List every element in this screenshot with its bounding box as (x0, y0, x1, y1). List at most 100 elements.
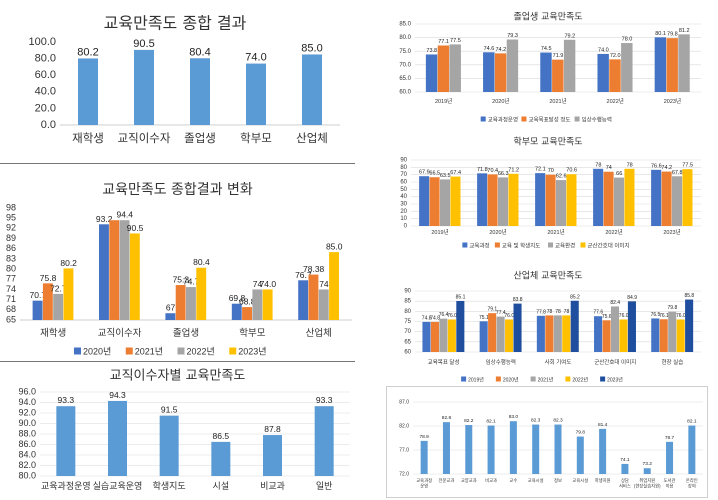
bar-사회-기여도-2023년 (570, 300, 579, 352)
bar-전문교과 (442, 422, 450, 474)
y-tick-label: 65.0 (399, 76, 411, 82)
legend-swatch (461, 376, 467, 382)
data-label: 75.8 (40, 273, 57, 283)
bar-재학생-2021년 (42, 283, 53, 320)
data-label: 74.6 (484, 46, 495, 52)
bar-교직이수자 (134, 49, 154, 126)
data-label: 74 (319, 279, 329, 289)
x-tick-label: 정보 (554, 477, 562, 483)
bar-재학생 (78, 58, 98, 125)
data-label: 76.0 (619, 313, 629, 319)
data-label: 91.5 (161, 405, 178, 415)
bar-학부모-2021년 (242, 307, 252, 320)
y-tick-label: 96.0 (18, 386, 36, 396)
data-label: 68.8 (239, 297, 256, 307)
chart-teacher-trainee: 교직이수자별 교육만족도 96.094.092.090.088.086.084.0… (18, 369, 350, 491)
x-tick-label: 교육시설 (572, 477, 588, 484)
bar-비교과 (263, 435, 282, 476)
bar-2022년-군산간호대-이미지 (624, 168, 635, 226)
bar-정보 (554, 424, 562, 474)
data-label: 63.5 (440, 173, 451, 179)
data-label: 73.2 (643, 461, 653, 467)
data-label: 83.8 (513, 297, 523, 303)
bar-2020년-교육-및-학생지도 (487, 174, 498, 226)
bar-2022년-교육-및-학생지도 (603, 171, 614, 226)
data-label: 74.8 (422, 315, 432, 321)
x-tick-label: 학생지원 (595, 477, 611, 484)
data-label: 82.1 (687, 419, 697, 425)
bar-사회-기여도-2020년 (545, 315, 554, 352)
bar-2021년-교육과정운영 (540, 52, 552, 92)
y-tick-label: 72.0 (399, 471, 409, 477)
bar-산업체-2022년 (318, 289, 329, 320)
y-tick-label: 80.0 (18, 470, 36, 480)
bar-사회-기여도-2022년 (562, 315, 571, 352)
bar-재학생-2023년 (63, 268, 74, 320)
x-tick-label: 2023년 (663, 228, 680, 236)
data-label: 77.4 (496, 310, 506, 316)
data-label: 75.6 (602, 314, 612, 320)
data-label: 76.6 (651, 163, 662, 169)
bar-도서관-이용 (666, 441, 674, 474)
y-tick-label: 87.0 (399, 399, 409, 405)
data-label: 67.8 (672, 170, 683, 176)
legend: 교육과정 교육 및 학생지도 교육환경 군산간호대 이미지 (462, 241, 630, 249)
legend-label: 2022년 (572, 376, 588, 383)
data-label: 83.0 (509, 414, 519, 420)
bar-교육과정운영 (56, 406, 76, 476)
y-tick-label: 94.0 (18, 397, 36, 407)
y-tick-label: 75 (404, 319, 411, 325)
legend-label: 교육과정운영 (488, 115, 518, 123)
y-tick-label: 80 (400, 165, 407, 171)
chart-panel-industry: 산업체 교육만족도 90 85 80 75 70 65 60 74.8 74.8 76.4 76.0 8… (389, 264, 707, 388)
x-tick-label: 2020년 (489, 228, 506, 236)
data-label: 85.8 (684, 293, 694, 299)
bar-2021년-임상수행능력 (563, 39, 576, 92)
legend-swatch (521, 116, 527, 122)
data-label: 76.4 (439, 312, 449, 318)
bar-교직이수자-2022년 (119, 220, 130, 320)
bar-군산간호대-이미지-2020년 (602, 320, 611, 352)
legend-swatch (494, 242, 500, 248)
chart-panel-trend: 교육만족도 종합결과 변화 98 95 92 89 86 83 80 77 74 71 68 65 70.… (0, 166, 355, 362)
bar-2020년-교육목표달성-정도 (494, 53, 507, 92)
chart-title: 학부모 교육만족도 (513, 137, 582, 148)
data-label: 77.5 (682, 163, 693, 169)
bar-교양교과 (465, 425, 473, 474)
data-label: 77.1 (438, 39, 449, 45)
y-tick-label: 65 (6, 314, 16, 324)
bar-현장-실습-2020년 (659, 319, 668, 352)
bar-비교과 (487, 425, 495, 474)
data-label: 74.8 (430, 315, 440, 321)
bar-군산간호대-이미지-2023년 (627, 301, 636, 352)
data-label: 82.2 (464, 418, 474, 424)
data-label: 71.9 (553, 53, 564, 59)
chart-panel-overall: 교육만족도 종합 결과 100.0 80.0 60.0 40.0 20.0 0.0 80.2 재… (0, 0, 350, 160)
chart-panel-teacher: 교직이수자별 교육만족도 96.0 94.0 92.0 90.0 88.0 86.0 84.0… (0, 364, 355, 500)
x-tick-label: 졸업생 (173, 327, 199, 339)
chart-title: 산업체 교육만족도 (513, 271, 582, 282)
bar-상담-서비스 (621, 463, 629, 474)
data-label: 66.3 (498, 171, 509, 177)
data-label: 78 (595, 162, 601, 168)
data-label: 79.8 (576, 430, 586, 436)
x-tick-label: 전문교과 (439, 477, 455, 484)
y-tick-label: 100.0 (28, 36, 56, 48)
data-label: 66 (616, 171, 622, 177)
data-label: 67 (166, 303, 176, 313)
bar-현장-실습-2019년 (651, 318, 660, 352)
y-tick-label: 74 (6, 284, 16, 294)
bar-취업지원-(현장실습지원) (643, 468, 651, 474)
data-label: 80.4 (189, 46, 210, 58)
data-label: 90.5 (133, 38, 154, 50)
y-tick-label: 60.0 (399, 90, 411, 96)
x-tick-label: 임상수행능력 (486, 358, 516, 366)
y-tick-label: 92.0 (18, 407, 36, 417)
bar-임상수행능력-2022년 (505, 319, 514, 352)
data-label: 74 (606, 165, 612, 171)
legend-label: 교육과정 (469, 241, 489, 249)
data-label: 82.4 (610, 300, 620, 306)
bar-임상수행능력-2020년 (488, 313, 497, 352)
legend-swatch (462, 242, 468, 248)
data-label: 82.1 (486, 419, 496, 425)
